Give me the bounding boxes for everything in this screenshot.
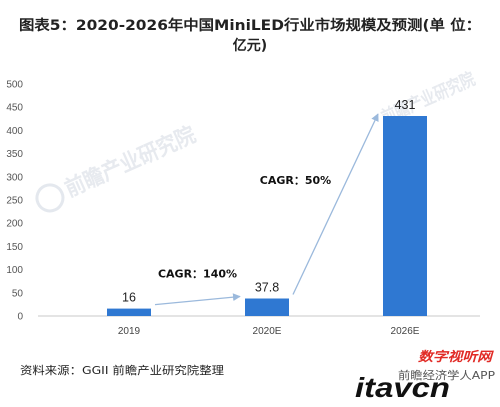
chart-title-line-2: 亿元) (233, 37, 267, 54)
chart-title-line-1: 图表5：2020-2026年中国MiniLED行业市场规模及预测(单 位： (19, 17, 481, 34)
bar-2019 (107, 308, 151, 316)
data-label: 37.8 (255, 281, 279, 295)
logo-cn-text: 数字视听网 (418, 349, 494, 365)
x-axis: 2019 2020E 2026E (38, 315, 480, 337)
bar-2020E (245, 298, 289, 316)
watermark-left: 前瞻产业研究院 (35, 122, 200, 213)
y-tick-label: 150 (6, 242, 23, 253)
data-labels: 16 37.8 431 (122, 98, 415, 305)
data-label: 16 (122, 291, 136, 305)
data-label: 431 (395, 98, 416, 112)
y-tick-label: 350 (6, 149, 23, 160)
x-tick-label: 2019 (118, 326, 141, 337)
cagr-label: CAGR：50% (260, 174, 331, 187)
bar-series (107, 116, 427, 316)
y-axis: 0 50 100 150 200 250 300 350 400 450 500 (6, 80, 23, 323)
y-tick-label: 50 (12, 288, 24, 299)
growth-arrow (154, 293, 241, 306)
y-tick-label: 100 (6, 265, 23, 276)
x-tick-label: 2020E (253, 326, 282, 337)
cagr-annotations: CAGR：140% CAGR：50% (154, 113, 379, 306)
x-tick-label: 2026E (391, 326, 420, 337)
y-tick-label: 450 (6, 103, 23, 114)
logo-en-text: itavcn (355, 372, 450, 403)
y-tick-label: 250 (6, 196, 23, 207)
y-tick-label: 0 (17, 312, 23, 323)
y-tick-label: 300 (6, 172, 23, 183)
site-logo: 前瞻经济学人APP 数字视听网 itavcn (354, 349, 496, 405)
y-tick-label: 500 (6, 80, 23, 91)
y-tick-label: 400 (6, 126, 23, 137)
y-tick-label: 200 (6, 219, 23, 230)
cagr-label: CAGR：140% (158, 268, 237, 281)
growth-arrow (292, 113, 379, 295)
app-watermark-text: 前瞻经济学人APP (398, 368, 495, 382)
bar-2026E (383, 116, 427, 316)
watermark-text: 前瞻产业研究院 (61, 122, 199, 203)
source-note: 资料来源：GGII 前瞻产业研究院整理 (20, 363, 224, 377)
watermark-logo-icon (35, 183, 65, 213)
